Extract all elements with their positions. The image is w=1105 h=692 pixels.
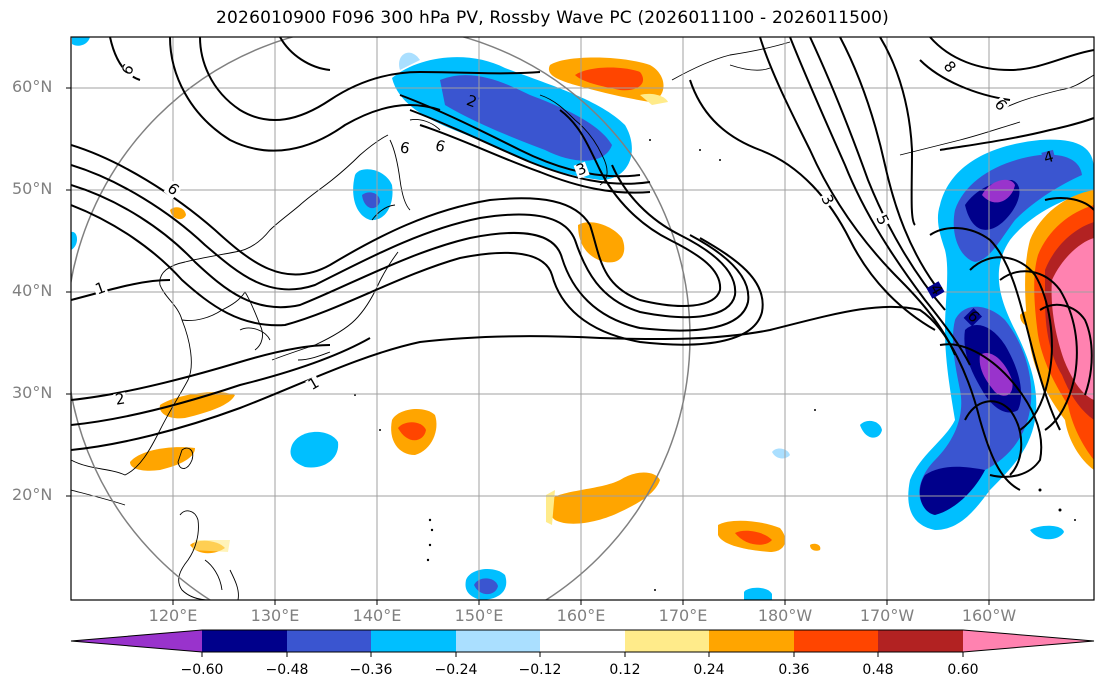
lat-label-40n: 40°N [12, 281, 53, 300]
contour-line [71, 337, 371, 426]
contour-line [399, 94, 641, 178]
contour-line [71, 109, 722, 307]
contour-label: 1 [92, 278, 109, 298]
contour-line [279, 37, 331, 71]
contour-line [71, 164, 737, 319]
colorbar-segment [202, 630, 287, 652]
contour-line [419, 124, 651, 194]
contour-line [969, 256, 1053, 431]
contour-line [71, 184, 750, 332]
gridlines [71, 37, 1094, 600]
lon-label-150e: 150°E [454, 606, 504, 625]
lat-label-50n: 50°N [12, 179, 53, 198]
contour-label-text: 4 [1042, 147, 1056, 167]
colorbar-segment [794, 630, 878, 652]
contour-label: 2 [113, 389, 128, 409]
region-circle [71, 37, 691, 600]
positive-anomaly-west [159, 392, 235, 419]
contour-line [71, 344, 331, 401]
contour-line [71, 305, 1021, 491]
lat-label-30n: 30°N [12, 383, 53, 402]
contour-line [839, 37, 936, 286]
colorbar-tick-label: 0.12 [609, 662, 641, 678]
colorbar-tick-label: 0.36 [778, 662, 810, 678]
lon-label-180w: 180°W [757, 606, 813, 625]
colorbar-segment [456, 630, 540, 652]
colorbar-segment [540, 630, 625, 652]
contour-line [689, 79, 936, 331]
contour-line [879, 37, 916, 226]
contour-line [809, 37, 946, 311]
contour-label-text: 6 [399, 138, 412, 157]
contour-label-text: 6 [433, 136, 447, 156]
colorbar-tick-label: 0.24 [693, 662, 725, 678]
colorbar-segment [709, 630, 794, 652]
colorbar-segment [371, 630, 456, 652]
contour-line [71, 204, 764, 346]
contour-label: 5 [872, 212, 893, 229]
colorbar-tick-label: −0.24 [434, 662, 478, 678]
lon-label-170e: 170°E [658, 606, 708, 625]
colorbar-tick-label: −0.36 [349, 662, 393, 678]
lat-label-60n: 60°N [12, 77, 53, 96]
map-frame [70, 36, 1095, 601]
contour-line [1039, 303, 1093, 396]
contour-line [199, 37, 541, 121]
contour-line [71, 279, 171, 301]
contour-label: 3 [817, 192, 838, 209]
colorbar-tick-label: −0.48 [265, 662, 309, 678]
contour-line [999, 270, 1078, 431]
contour-label: 4 [1041, 147, 1057, 167]
lat-label-20n: 20°N [12, 485, 53, 504]
page-title: 2026010900 F096 300 hPa PV, Rossby Wave … [216, 8, 889, 28]
colorbar-tick-label: −0.12 [518, 662, 562, 678]
contour-line [409, 109, 651, 185]
colorbar-tick-label: −0.60 [180, 662, 224, 678]
axis-ticks [66, 87, 990, 605]
contour-line [939, 117, 1094, 151]
lon-label-140e: 140°E [352, 606, 402, 625]
lon-label-160e: 160°E [556, 606, 606, 625]
contour-label: 6 [397, 138, 412, 158]
lon-label-160w: 160°W [961, 606, 1017, 625]
colorbar-tick-label: 0.60 [947, 662, 979, 678]
contour-line [759, 37, 956, 356]
negative-anomaly-north-pacific-core [440, 75, 612, 161]
colorbar [70, 629, 1095, 657]
colorbar-segment [71, 630, 202, 652]
contour-line [929, 37, 1094, 72]
contour-line [789, 37, 971, 366]
contour-label: 2 [463, 91, 480, 111]
contour-label: 3 [573, 159, 590, 179]
pv-contours [71, 37, 1094, 491]
contour-label-text: 2 [114, 389, 127, 408]
lon-label-120e: 120°E [148, 606, 198, 625]
colorbar-segment [625, 630, 709, 652]
contour-line [109, 37, 141, 81]
colorbar-tick-label: 0.48 [862, 662, 894, 678]
contour-line [919, 59, 1011, 101]
colorbar-segment [287, 630, 371, 652]
contour-line [964, 400, 1023, 476]
negative-anomaly-west-pacific [290, 431, 339, 468]
map-panel [71, 37, 1094, 600]
contour-label: 6 [432, 136, 448, 156]
lon-label-130e: 130°E [250, 606, 300, 625]
contour-line [1044, 197, 1094, 211]
colorbar-segment [878, 630, 963, 652]
lon-label-170w: 170°W [859, 606, 915, 625]
contour-line [169, 37, 441, 152]
colorbar-segment [963, 630, 1094, 652]
